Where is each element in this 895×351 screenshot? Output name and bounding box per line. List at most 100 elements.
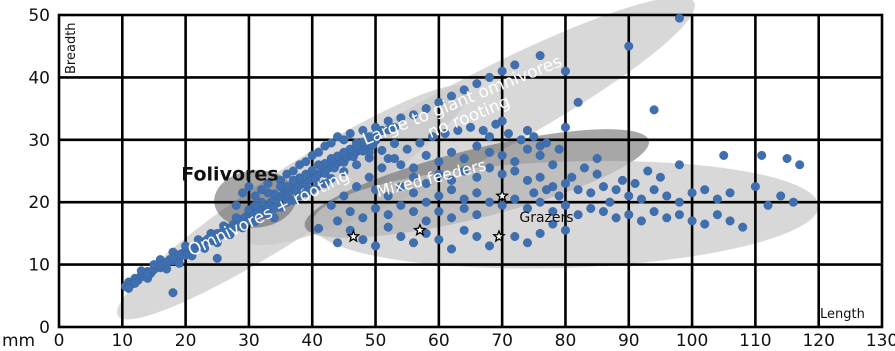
- data-point-219: [738, 222, 748, 232]
- x-tick-0: 0: [54, 331, 65, 351]
- data-point-237: [719, 150, 729, 160]
- data-point-161: [396, 160, 406, 170]
- data-point-184: [535, 172, 545, 182]
- data-point-217: [712, 210, 722, 220]
- data-point-301: [288, 166, 298, 176]
- data-point-195: [434, 191, 444, 201]
- data-point-315: [314, 160, 324, 170]
- data-point-289: [428, 132, 438, 142]
- data-point-274: [409, 207, 419, 217]
- data-point-270: [358, 213, 368, 223]
- data-point-273: [396, 200, 406, 210]
- data-point-171: [522, 144, 532, 154]
- data-point-86: [181, 241, 191, 251]
- data-point-128: [269, 213, 279, 223]
- data-point-258: [434, 235, 444, 245]
- data-point-153: [674, 13, 684, 23]
- y-tick-30: 30: [28, 131, 50, 151]
- highlight-points: [346, 188, 510, 243]
- data-point-140: [421, 104, 431, 114]
- data-point-214: [674, 210, 684, 220]
- data-point-151: [624, 41, 634, 51]
- data-point-277: [447, 213, 457, 223]
- data-point-236: [757, 150, 767, 160]
- x-tick-80: 80: [555, 331, 577, 351]
- data-point-211: [636, 216, 646, 226]
- data-point-238: [674, 160, 684, 170]
- x-tick-70: 70: [491, 331, 513, 351]
- data-point-339: [174, 250, 184, 260]
- y-tick-10: 10: [28, 256, 50, 276]
- data-point-259: [447, 244, 457, 254]
- data-point-317: [339, 147, 349, 157]
- data-point-168: [484, 147, 494, 157]
- data-point-194: [421, 197, 431, 207]
- data-point-279: [472, 210, 482, 220]
- data-point-278: [459, 203, 469, 213]
- data-point-322: [231, 222, 241, 232]
- data-point-255: [396, 232, 406, 242]
- y-tick-0: 0: [39, 318, 50, 338]
- data-point-165: [447, 147, 457, 157]
- data-point-230: [750, 182, 760, 192]
- data-point-305: [339, 135, 349, 145]
- data-point-173: [548, 160, 558, 170]
- data-point-145: [484, 72, 494, 82]
- data-point-302: [301, 157, 311, 167]
- unit-label: mm: [2, 331, 35, 351]
- data-point-123: [238, 188, 248, 198]
- data-point-174: [409, 172, 419, 182]
- data-point-338: [162, 257, 172, 267]
- data-point-154: [592, 154, 602, 164]
- x-axis-label: Length: [820, 307, 865, 322]
- x-tick-110: 110: [739, 331, 771, 351]
- data-point-264: [522, 238, 532, 248]
- data-point-224: [662, 191, 672, 201]
- data-point-266: [548, 219, 558, 229]
- data-point-201: [510, 194, 520, 204]
- data-point-135: [358, 125, 368, 135]
- data-point-192: [396, 182, 406, 192]
- data-point-304: [326, 138, 336, 148]
- data-point-182: [510, 166, 520, 176]
- data-point-162: [409, 163, 419, 173]
- data-point-284: [364, 172, 374, 182]
- data-point-334: [143, 269, 153, 279]
- data-point-187: [573, 185, 583, 195]
- data-point-254: [383, 222, 393, 232]
- data-point-268: [333, 216, 343, 226]
- data-point-124: [244, 182, 254, 192]
- data-point-330: [193, 238, 203, 248]
- data-point-250: [333, 238, 343, 248]
- data-point-127: [263, 178, 273, 188]
- data-point-218: [725, 216, 735, 226]
- data-point-159: [484, 132, 494, 142]
- data-point-269: [345, 207, 355, 217]
- data-point-314: [301, 169, 311, 179]
- x-tick-30: 30: [238, 331, 260, 351]
- data-point-191: [383, 191, 393, 201]
- region-label-4: Grazers: [519, 210, 573, 226]
- data-point-222: [636, 194, 646, 204]
- data-point-221: [624, 191, 634, 201]
- data-point-320: [206, 233, 216, 243]
- data-point-202: [522, 203, 532, 213]
- data-point-240: [643, 166, 653, 176]
- data-point-335: [130, 278, 140, 288]
- data-point-142: [447, 91, 457, 101]
- data-point-336: [124, 283, 134, 293]
- data-point-303: [314, 147, 324, 157]
- data-point-119: [390, 139, 400, 149]
- data-point-199: [484, 197, 494, 207]
- data-point-186: [560, 178, 570, 188]
- data-point-244: [592, 169, 602, 179]
- y-tick-50: 50: [28, 6, 50, 26]
- data-point-109: [326, 173, 336, 183]
- data-point-207: [586, 203, 596, 213]
- data-point-328: [307, 185, 317, 195]
- data-point-175: [421, 178, 431, 188]
- data-point-325: [269, 203, 279, 213]
- data-point-267: [560, 225, 570, 235]
- data-point-121: [212, 253, 222, 263]
- data-point-265: [535, 228, 545, 238]
